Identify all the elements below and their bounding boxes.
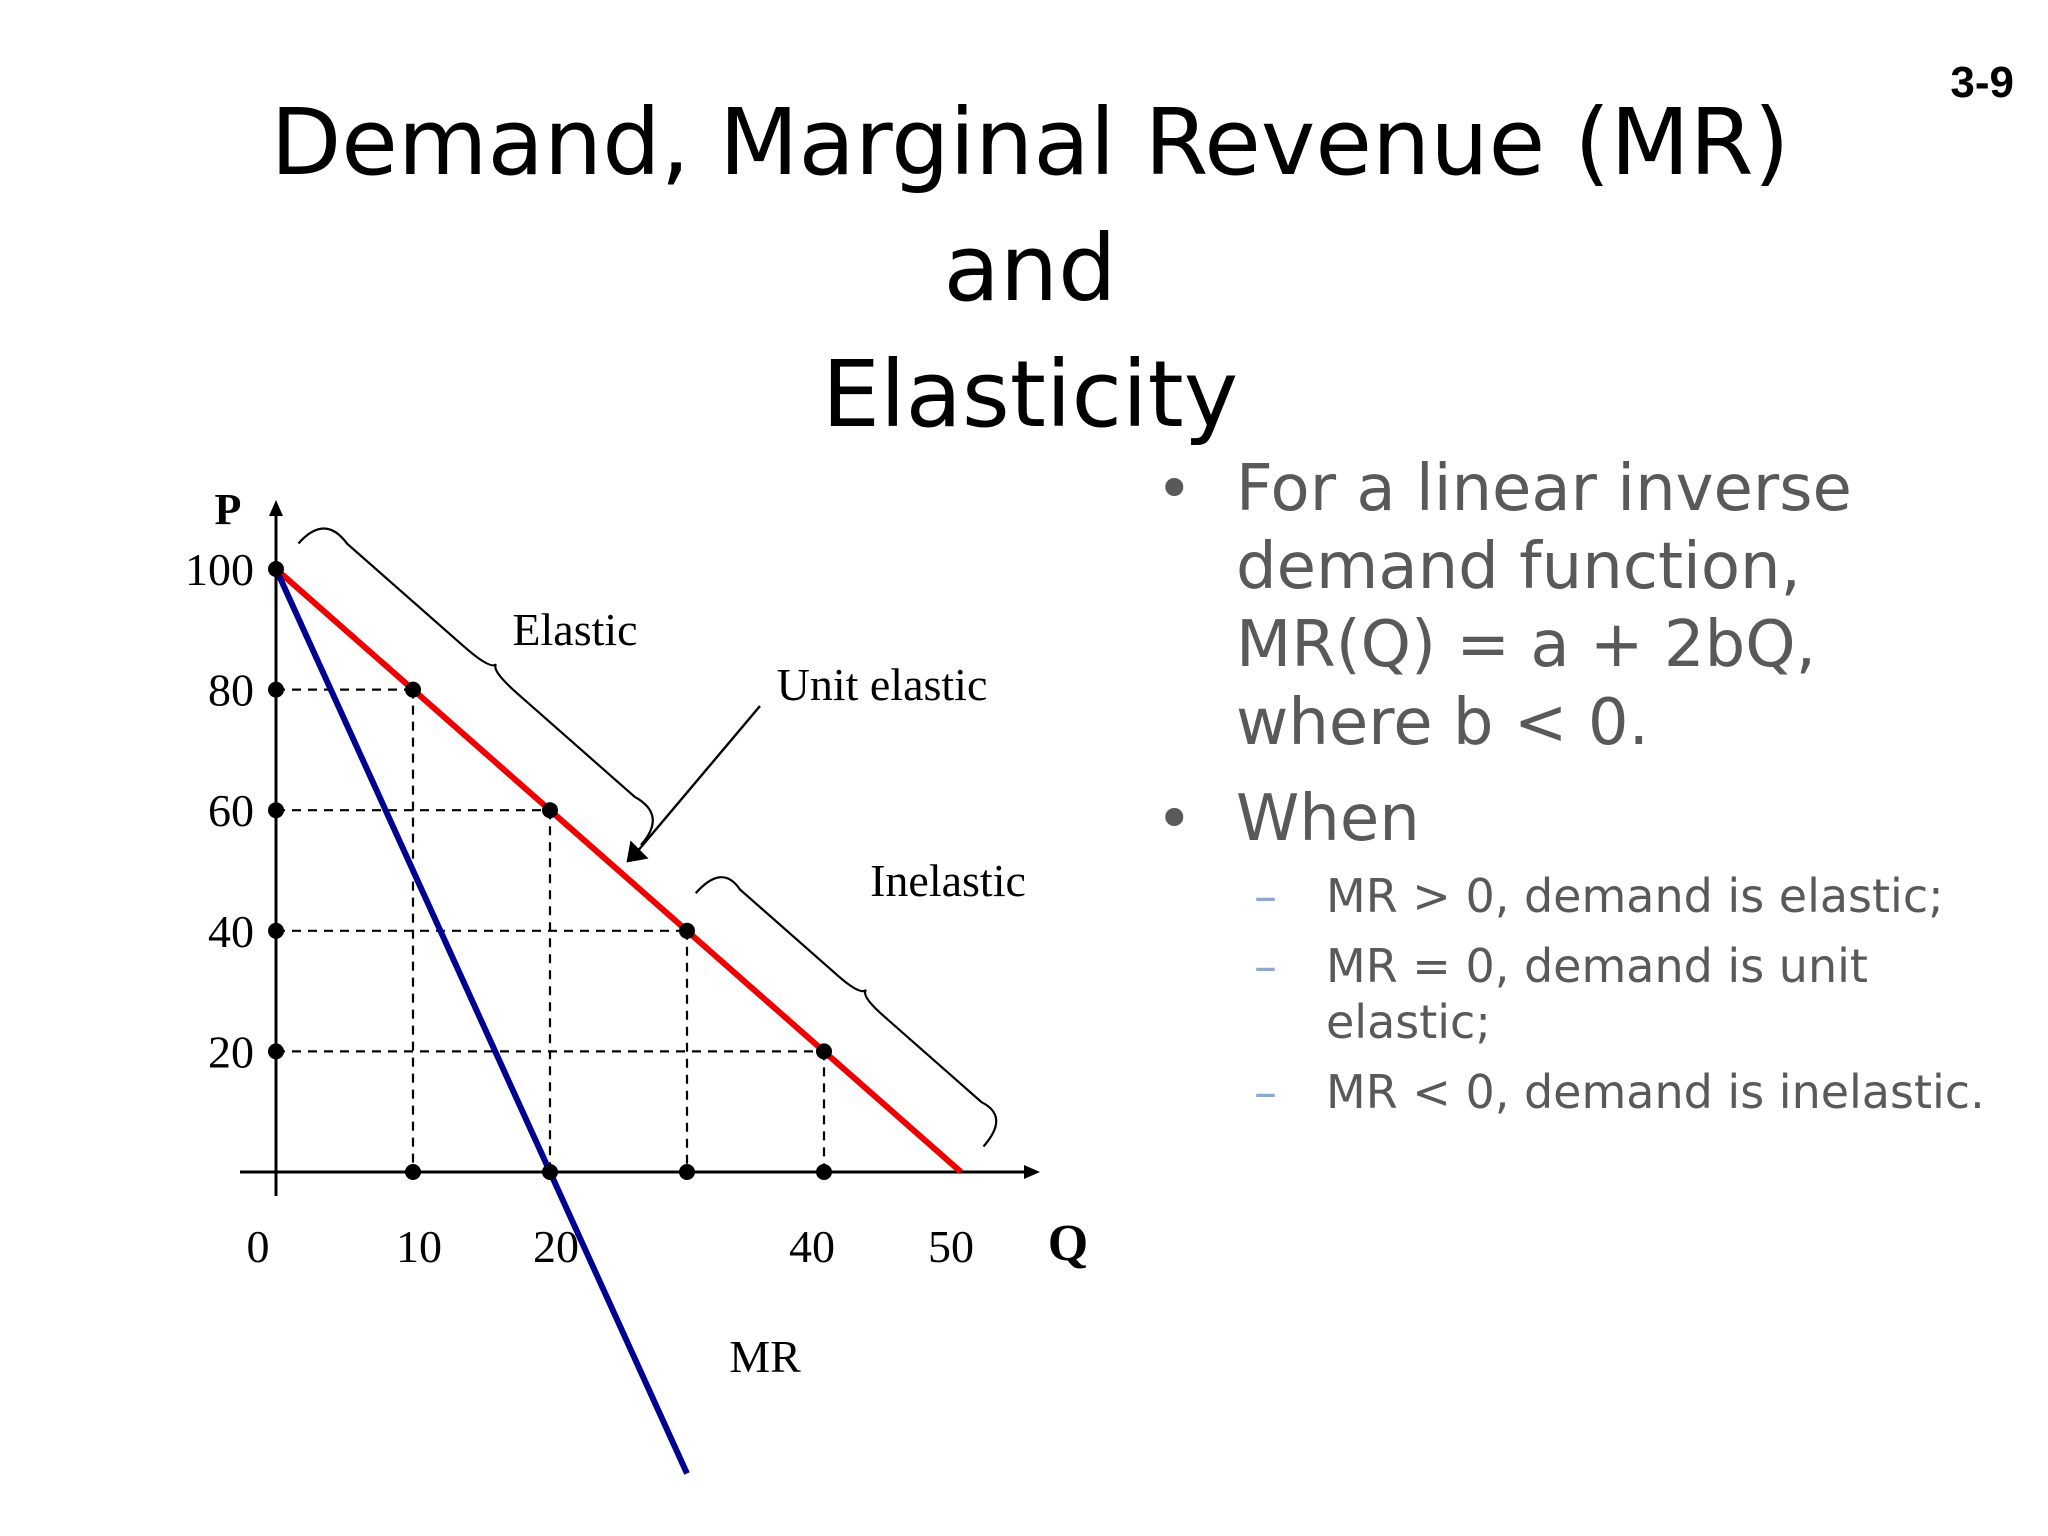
- mr-line: [273, 567, 690, 1475]
- bullet-linear-mr: • For a linear inverse demand function, …: [1150, 450, 2010, 762]
- axes: P Q: [215, 485, 1089, 1272]
- x-axis-label: Q: [1048, 1215, 1088, 1272]
- x-tick-label: 0: [247, 1221, 270, 1272]
- dash-marker: –: [1254, 1065, 1277, 1119]
- sub-bullet-unit-elastic: – MR = 0, demand is unit elastic;: [1150, 938, 2010, 1050]
- x-tick-label: 50: [928, 1221, 974, 1272]
- x-axis-point: [405, 1164, 421, 1180]
- sub-bullet-list: – MR > 0, demand is elastic; – MR = 0, d…: [1150, 868, 2010, 1120]
- y-axis-point: [268, 922, 284, 939]
- bullet-dot: •: [1156, 782, 1193, 855]
- y-axis-label: P: [215, 485, 242, 534]
- tick-labels: 0 10 20 40 50 100 80 60 40 20: [185, 544, 974, 1272]
- x-axis-arrow: [1024, 1165, 1040, 1179]
- annotations: Elastic Unit elastic Inelastic MR: [297, 527, 1026, 1382]
- demand-point: [542, 802, 558, 819]
- sub-bullet-text: MR < 0, demand is inelastic.: [1326, 1065, 1985, 1119]
- slide-title: Demand, Marginal Revenue (MR) and Elasti…: [180, 80, 1880, 458]
- mr-series-label: MR: [729, 1331, 801, 1382]
- bullet-text: For a linear inverse demand function, MR…: [1236, 452, 1852, 760]
- sub-bullet-elastic: – MR > 0, demand is elastic;: [1150, 868, 2010, 924]
- data-points: [268, 561, 832, 1180]
- dash-marker: –: [1254, 869, 1277, 923]
- demand-point: [816, 1043, 832, 1060]
- demand-point: [405, 681, 421, 698]
- bullet-text: When: [1236, 782, 1420, 856]
- elastic-brace: [297, 527, 654, 846]
- dash-marker: –: [1254, 939, 1277, 993]
- x-tick-label: 40: [789, 1221, 835, 1272]
- y-tick-label: 60: [208, 785, 254, 836]
- demand-line: [274, 566, 963, 1175]
- y-axis-point: [268, 1043, 284, 1060]
- annotation-inelastic: Inelastic: [870, 855, 1026, 906]
- title-line-1: Demand, Marginal Revenue (MR) and: [270, 89, 1790, 322]
- x-tick-label: 10: [396, 1221, 442, 1272]
- sub-bullet-text: MR = 0, demand is unit elastic;: [1326, 939, 1868, 1049]
- slide-number: 3-9: [1950, 58, 2014, 107]
- y-tick-label: 80: [208, 665, 254, 716]
- y-tick-label: 40: [208, 906, 254, 957]
- x-axis-point: [816, 1164, 832, 1180]
- y-axis-point: [268, 561, 284, 577]
- bullet-when: • When: [1150, 780, 2010, 858]
- bullet-dot: •: [1156, 452, 1193, 525]
- sub-bullet-inelastic: – MR < 0, demand is inelastic.: [1150, 1064, 2010, 1120]
- sub-bullet-text: MR > 0, demand is elastic;: [1326, 869, 1944, 923]
- unit-elastic-arrowhead: [626, 840, 649, 863]
- y-axis-point: [268, 802, 284, 819]
- bullet-list: • For a linear inverse demand function, …: [1150, 450, 2010, 1138]
- demand-point: [679, 922, 695, 939]
- inelastic-brace: [694, 876, 998, 1148]
- y-axis-point: [268, 681, 284, 698]
- annotation-elastic: Elastic: [512, 604, 637, 655]
- unit-elastic-arrow: [635, 705, 761, 854]
- demand-mr-chart: P Q 0 10 20 40 50 100 80 60 40 20 Elastic Unit ela…: [185, 485, 1089, 1475]
- x-axis-point: [679, 1164, 695, 1180]
- series-lines: [273, 566, 963, 1475]
- annotation-unit-elastic: Unit elastic: [777, 659, 988, 710]
- x-axis-point: [542, 1164, 558, 1180]
- y-tick-label: 20: [208, 1026, 254, 1077]
- dashed-guides: [276, 688, 826, 1172]
- x-tick-label: 20: [533, 1221, 579, 1272]
- title-line-2: Elasticity: [821, 341, 1239, 448]
- y-axis-arrow: [269, 500, 283, 516]
- y-tick-label: 100: [185, 544, 254, 595]
